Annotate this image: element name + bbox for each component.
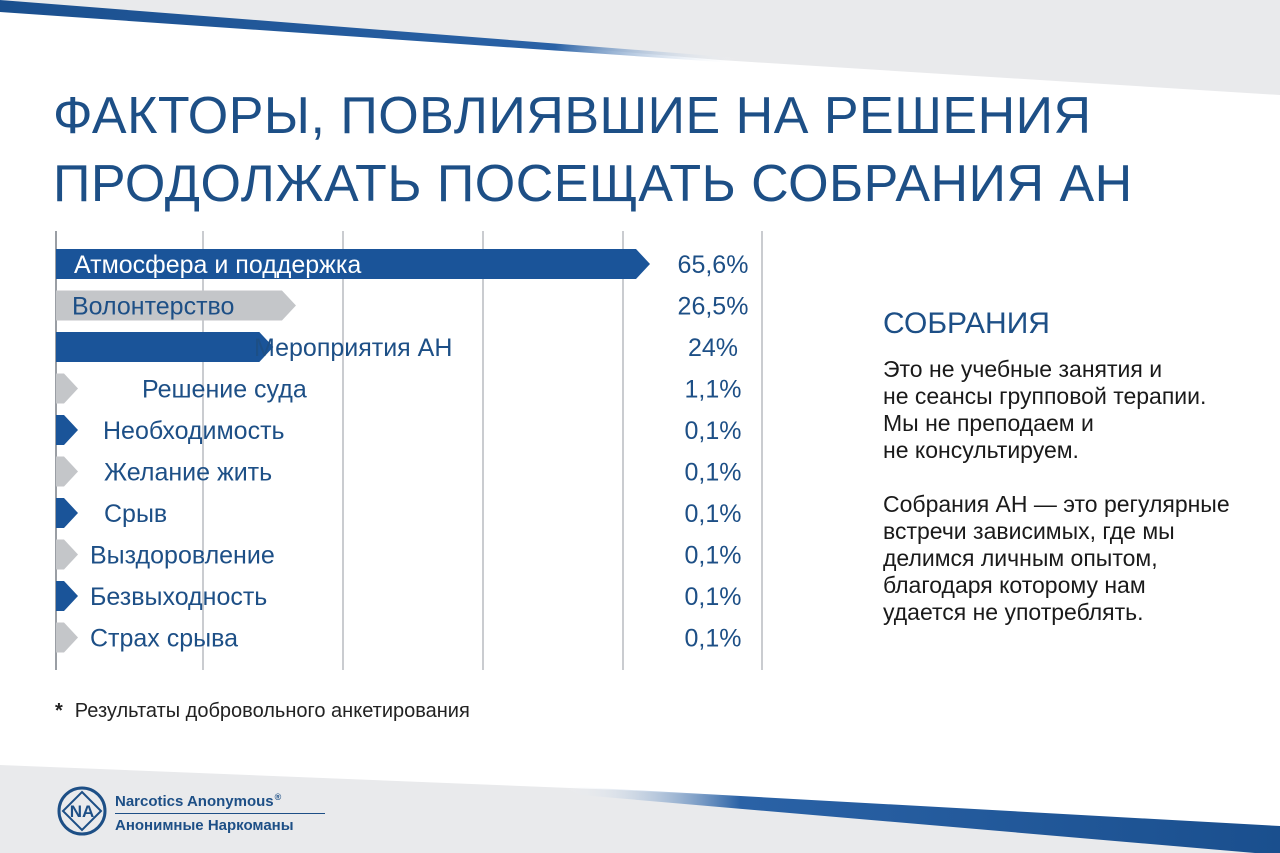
bar — [56, 290, 296, 321]
footnote: * Результаты добровольного анкетирования — [55, 700, 470, 723]
value-label: 0,1% — [685, 500, 742, 528]
category-label: Волонтерство — [72, 293, 234, 321]
title-line-2: ПРОДОЛЖАТЬ ПОСЕЩАТЬ СОБРАНИЯ АН — [53, 155, 1133, 213]
bar — [56, 581, 78, 611]
na-logo-mark-text: NA — [70, 802, 95, 821]
value-label: 0,1% — [685, 625, 742, 653]
category-label: Желание жить — [104, 459, 272, 487]
bar — [56, 539, 78, 570]
value-label: 0,1% — [685, 542, 742, 570]
meetings-info: СОБРАНИЯ Это не учебные занятия и не сеа… — [883, 306, 1273, 626]
category-label: Необходимость — [103, 417, 285, 445]
title-line-1: ФАКТОРЫ, ПОВЛИЯВШИЕ НА РЕШЕНИЯ — [53, 87, 1092, 145]
category-label: Мероприятия АН — [254, 334, 452, 362]
category-label: Срыв — [104, 500, 167, 528]
na-logo: NA Narcotics Anonymous® Анонимные Нарком… — [57, 786, 325, 836]
bar — [56, 415, 78, 445]
value-label: 0,1% — [685, 459, 742, 487]
footnote-star: * — [55, 700, 63, 722]
bar — [56, 456, 78, 487]
meetings-heading: СОБРАНИЯ — [883, 307, 1050, 340]
value-label: 0,1% — [685, 583, 742, 611]
value-label: 65,6% — [678, 251, 749, 279]
meetings-paragraph-1: Это не учебные занятия и не сеансы групп… — [883, 356, 1207, 463]
meetings-paragraph-2: Собрания АН — это регулярные встречи зав… — [883, 491, 1230, 625]
category-label: Страх срыва — [90, 625, 238, 653]
logo-text: Narcotics Anonymous® Анонимные Наркоманы — [115, 787, 325, 836]
na-logo-icon: NA — [57, 786, 107, 836]
value-label: 1,1% — [685, 376, 742, 404]
value-label: 0,1% — [685, 417, 742, 445]
logo-reg-mark: ® — [274, 791, 282, 802]
category-label: Безвыходность — [90, 583, 267, 611]
logo-line-1: Narcotics Anonymous — [115, 792, 274, 810]
bar — [56, 498, 78, 528]
value-label: 24% — [688, 334, 738, 362]
bar — [56, 622, 78, 653]
value-label: 26,5% — [678, 293, 749, 321]
bar — [56, 373, 78, 404]
category-label: Решение суда — [142, 376, 307, 404]
bar — [56, 249, 650, 279]
category-label: Атмосфера и поддержка — [74, 251, 361, 279]
bar — [56, 332, 274, 362]
category-label: Выздоровление — [90, 542, 275, 570]
logo-line-2: Анонимные Наркоманы — [115, 816, 294, 834]
footnote-text: Результаты добровольного анкетирования — [74, 700, 470, 722]
page-title: ФАКТОРЫ, ПОВЛИЯВШИЕ НА РЕШЕНИЯ ПРОДОЛЖАТ… — [53, 82, 1233, 218]
